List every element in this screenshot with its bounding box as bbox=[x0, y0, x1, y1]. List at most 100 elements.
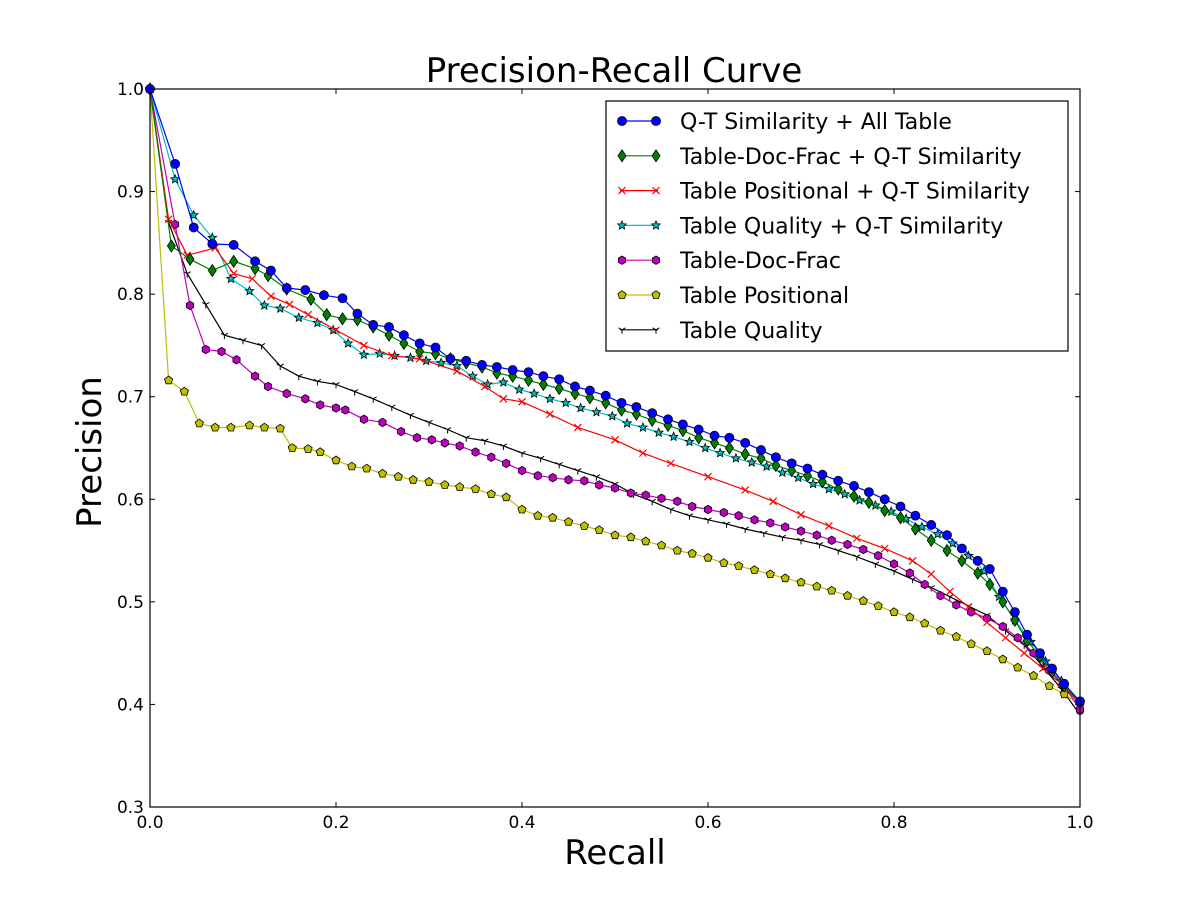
data-point bbox=[677, 419, 688, 430]
data-point bbox=[266, 292, 275, 301]
data-point bbox=[301, 394, 310, 404]
data-point bbox=[481, 438, 489, 445]
x-tick-label: 0.2 bbox=[322, 813, 349, 833]
y-tick-label: 0.9 bbox=[117, 183, 144, 203]
data-point bbox=[797, 537, 805, 545]
data-point bbox=[905, 612, 915, 622]
data-point bbox=[823, 483, 835, 494]
data-point bbox=[164, 375, 174, 385]
data-point bbox=[592, 474, 601, 481]
data-point bbox=[239, 337, 247, 345]
data-point bbox=[322, 307, 332, 322]
data-point bbox=[331, 455, 341, 465]
legend-marker bbox=[618, 255, 626, 265]
legend-marker bbox=[652, 255, 660, 265]
data-point bbox=[452, 367, 461, 375]
data-point bbox=[641, 536, 651, 546]
data-point bbox=[300, 285, 311, 295]
data-point bbox=[647, 408, 658, 419]
data-point bbox=[896, 511, 905, 525]
data-point bbox=[890, 568, 898, 576]
data-point bbox=[852, 534, 861, 543]
data-point bbox=[164, 215, 173, 224]
y-tick-label: 0.6 bbox=[117, 490, 144, 510]
data-point bbox=[451, 360, 463, 371]
data-point bbox=[985, 577, 995, 592]
data-point bbox=[424, 477, 434, 486]
data-point bbox=[722, 521, 731, 528]
data-point bbox=[797, 510, 805, 519]
data-point bbox=[276, 363, 284, 370]
data-point bbox=[347, 461, 357, 471]
legend-marker bbox=[650, 219, 662, 230]
data-point bbox=[967, 607, 976, 617]
data-point bbox=[406, 412, 415, 420]
data-point bbox=[982, 646, 992, 655]
data-point bbox=[533, 471, 542, 481]
data-point bbox=[694, 431, 704, 445]
data-point bbox=[228, 240, 239, 250]
x-tick-label: 0.8 bbox=[880, 813, 907, 833]
axis-ticks: 0.0 0.2 0.4 0.6 0.8 1.0 0.3 0.4 0.5 0.6 0.7 0.8 0.9 1… bbox=[117, 80, 1094, 833]
data-point bbox=[827, 535, 836, 545]
data-point bbox=[916, 521, 928, 532]
data-point bbox=[244, 420, 255, 430]
data-point bbox=[229, 269, 238, 278]
data-point bbox=[574, 468, 582, 475]
data-point bbox=[220, 332, 229, 340]
data-point bbox=[377, 468, 388, 478]
data-point bbox=[667, 507, 675, 514]
data-point bbox=[926, 520, 937, 530]
legend-marker bbox=[616, 219, 628, 230]
data-point bbox=[518, 397, 526, 406]
data-point bbox=[709, 430, 720, 441]
data-point bbox=[833, 475, 844, 486]
data-point bbox=[719, 507, 728, 518]
data-point bbox=[430, 342, 441, 353]
data-point bbox=[287, 443, 297, 452]
legend-marker bbox=[651, 290, 661, 299]
data-point bbox=[166, 239, 176, 253]
x-tick-label: 0.0 bbox=[136, 813, 163, 833]
data-point bbox=[730, 452, 742, 463]
data-point bbox=[358, 349, 370, 360]
y-tick-label: 0.3 bbox=[117, 798, 144, 818]
data-point bbox=[555, 461, 563, 469]
data-point bbox=[1028, 670, 1039, 680]
legend-marker bbox=[617, 116, 627, 126]
data-point bbox=[1059, 679, 1070, 689]
data-point bbox=[369, 396, 377, 403]
data-point bbox=[194, 418, 204, 428]
legend-entry: Table Positional + Q-T Similarity bbox=[618, 180, 1030, 205]
series-5 bbox=[145, 84, 1085, 709]
data-point bbox=[972, 555, 983, 566]
data-point bbox=[368, 320, 379, 330]
data-point bbox=[997, 586, 1008, 597]
data-point bbox=[766, 518, 775, 528]
data-point bbox=[704, 504, 712, 515]
data-point bbox=[517, 504, 527, 514]
data-point bbox=[188, 222, 199, 233]
data-point bbox=[734, 511, 743, 521]
data-point bbox=[983, 613, 991, 623]
data-point bbox=[890, 559, 898, 569]
data-point bbox=[812, 581, 822, 591]
data-point bbox=[425, 419, 433, 427]
data-point bbox=[998, 621, 1007, 632]
data-point bbox=[397, 426, 406, 437]
data-point bbox=[229, 254, 239, 269]
legend-label: Table-Doc-Frac bbox=[679, 249, 841, 274]
data-point bbox=[548, 512, 558, 522]
data-point bbox=[932, 528, 943, 539]
data-point bbox=[359, 414, 368, 424]
data-point bbox=[210, 422, 220, 432]
data-point bbox=[554, 374, 565, 385]
data-point bbox=[684, 436, 695, 447]
plot-frame bbox=[149, 88, 1081, 808]
data-point bbox=[719, 558, 729, 567]
data-point bbox=[591, 406, 602, 417]
data-point bbox=[656, 540, 667, 550]
series-4 bbox=[145, 84, 1084, 715]
data-point bbox=[760, 530, 768, 538]
data-point bbox=[740, 447, 750, 461]
